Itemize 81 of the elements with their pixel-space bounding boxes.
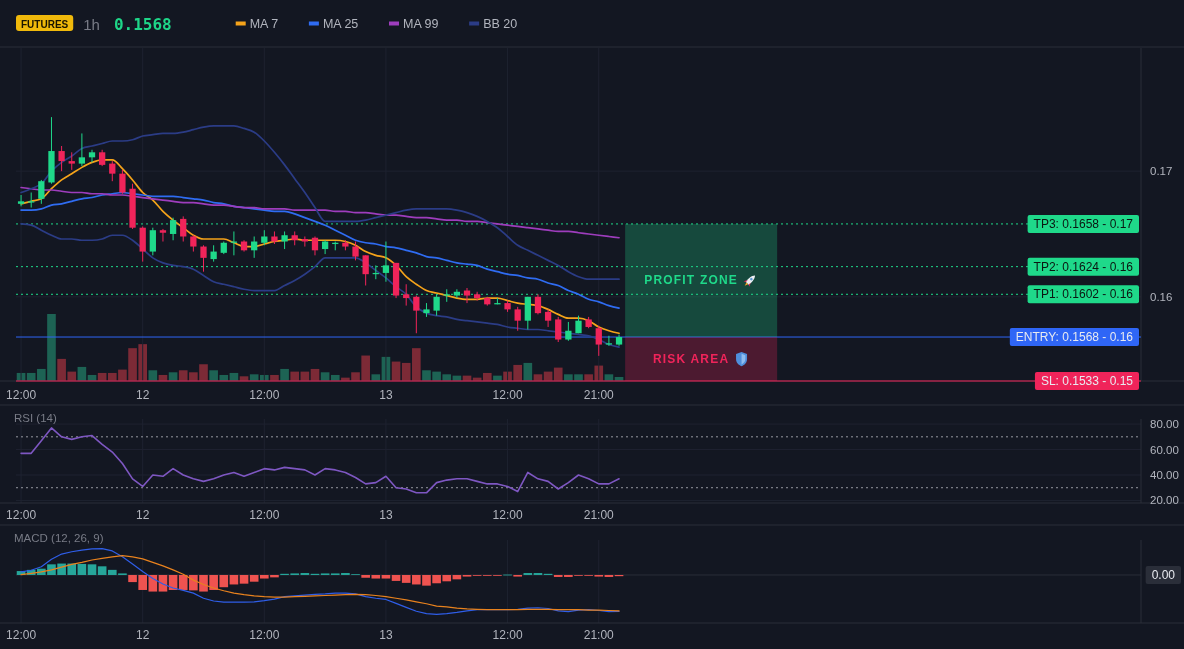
- bar: [239, 574, 249, 584]
- ref-line-label: 0.00: [1151, 567, 1176, 582]
- band-label: RISK AREA: [652, 352, 730, 367]
- chart-title: MACD (12, 26, 9): [14, 532, 104, 544]
- ref-line-label: TP2: 0.1624 - 0.16: [1033, 259, 1134, 274]
- x-tick-label: 13: [379, 628, 393, 642]
- candlestick: [555, 316, 562, 343]
- x-tick-label: 12:00: [6, 628, 37, 642]
- candlestick: [514, 306, 521, 332]
- x-tick-label: 13: [379, 508, 393, 522]
- legend-label: MA 7: [249, 16, 279, 31]
- text: 0.1568: [113, 14, 172, 33]
- line-series: [20, 125, 620, 281]
- bar: [280, 368, 289, 381]
- candlestick: [119, 169, 126, 195]
- candlestick: [301, 235, 308, 248]
- legend-label: MA 25: [322, 16, 359, 31]
- candlestick: [463, 287, 471, 304]
- ref-line-label: SL: 0.1533 - 0.15: [1040, 374, 1134, 388]
- candlestick: [605, 335, 613, 347]
- candlestick: [352, 241, 359, 261]
- candlestick: [180, 215, 187, 243]
- x-tick-label: 12:00: [249, 508, 280, 522]
- ref-line-label: ENTRY: 0.1568 - 0.16: [1015, 330, 1134, 345]
- candlestick: [565, 321, 572, 342]
- candlestick: [109, 160, 116, 182]
- bar: [87, 564, 97, 575]
- x-tick-label: 12:00: [6, 508, 37, 522]
- candlestick: [38, 179, 45, 205]
- x-tick-label: 21:00: [583, 628, 615, 642]
- candlestick: [403, 283, 410, 307]
- y-tick-label: 80.00: [1150, 418, 1179, 431]
- x-tick-label: 21:00: [583, 508, 615, 522]
- candlestick: [139, 225, 146, 263]
- candlestick: [413, 295, 420, 334]
- band-label: PROFIT ZONE: [644, 273, 739, 288]
- x-tick-label: 12: [136, 508, 150, 522]
- text: FUTURES: [21, 18, 69, 29]
- candlestick: [311, 235, 319, 256]
- x-tick-label: 13: [379, 388, 393, 402]
- y-tick-label: 60.00: [1150, 443, 1179, 456]
- x-tick-label: 21:00: [583, 388, 615, 402]
- candlestick: [534, 293, 542, 315]
- line-series: [20, 427, 620, 494]
- legend-label: MA 99: [403, 16, 439, 31]
- candlestick: [200, 244, 207, 273]
- bar: [391, 574, 401, 581]
- bar: [381, 574, 391, 579]
- bar: [77, 563, 87, 575]
- bar: [97, 566, 107, 575]
- y-tick-label: 40.00: [1150, 469, 1179, 481]
- bar: [553, 367, 563, 381]
- chart-title: RSI (14): [14, 412, 57, 424]
- candlestick: [362, 254, 369, 286]
- x-tick-label: 12:00: [249, 628, 280, 642]
- candlestick: [595, 325, 602, 357]
- y-tick-label: 0.16: [1150, 290, 1173, 303]
- candlestick: [58, 145, 65, 172]
- x-tick-label: 12: [136, 388, 150, 402]
- candlestick: [159, 228, 167, 243]
- x-tick-label: 12:00: [492, 508, 523, 522]
- candlestick: [524, 296, 531, 330]
- candlestick: [149, 227, 156, 256]
- legend-label: BB 20: [483, 16, 518, 31]
- x-tick-label: 12:00: [492, 388, 523, 402]
- x-tick-label: 12:00: [249, 388, 280, 402]
- y-tick-label: 0.17: [1150, 165, 1173, 178]
- x-tick-label: 12: [136, 628, 150, 642]
- ref-line-label: TP3: 0.1658 - 0.17: [1033, 216, 1134, 231]
- ref-line-label: TP1: 0.1602 - 0.16: [1033, 287, 1134, 302]
- candlestick: [474, 291, 481, 302]
- candlestick: [544, 308, 552, 328]
- candlestick: [88, 149, 96, 163]
- y-tick-label: 20.00: [1150, 494, 1179, 507]
- text: 1h: [83, 15, 100, 32]
- x-tick-label: 12:00: [492, 628, 523, 642]
- line-series: [20, 223, 620, 348]
- candlestick: [78, 132, 86, 167]
- x-tick-label: 12:00: [6, 388, 37, 402]
- candlestick: [17, 194, 25, 207]
- bar: [249, 574, 259, 582]
